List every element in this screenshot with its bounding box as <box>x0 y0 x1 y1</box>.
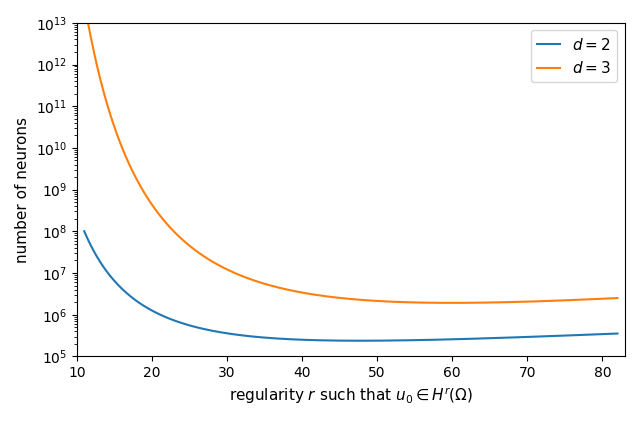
Line: $d = 3$: $d = 3$ <box>84 2 618 303</box>
$d = 3$ <box>602 296 609 301</box>
$d = 3$ <box>398 300 406 305</box>
Line: $d = 2$: $d = 2$ <box>84 231 618 341</box>
$d = 3$ <box>614 296 621 301</box>
$d = 2$ <box>602 331 609 336</box>
$d = 2$ <box>518 335 526 340</box>
$d = 3$ <box>518 299 526 304</box>
Legend: $d = 2$, $d = 3$: $d = 2$, $d = 3$ <box>531 30 618 82</box>
$d = 3$ <box>448 300 456 305</box>
$d = 3$ <box>337 296 344 301</box>
$d = 2$ <box>399 338 406 343</box>
$d = 3$ <box>81 0 88 4</box>
$d = 3$ <box>333 295 341 300</box>
$d = 2$ <box>356 338 364 343</box>
$d = 2$ <box>333 338 341 343</box>
Y-axis label: number of neurons: number of neurons <box>15 117 30 263</box>
$d = 2$ <box>81 229 88 234</box>
$d = 2$ <box>370 338 378 343</box>
$d = 3$ <box>369 298 376 303</box>
X-axis label: regularity $r$ such that $u_0 \in H^r(\Omega)$: regularity $r$ such that $u_0 \in H^r(\O… <box>228 386 473 406</box>
$d = 2$ <box>614 331 621 336</box>
$d = 2$ <box>337 338 344 343</box>
